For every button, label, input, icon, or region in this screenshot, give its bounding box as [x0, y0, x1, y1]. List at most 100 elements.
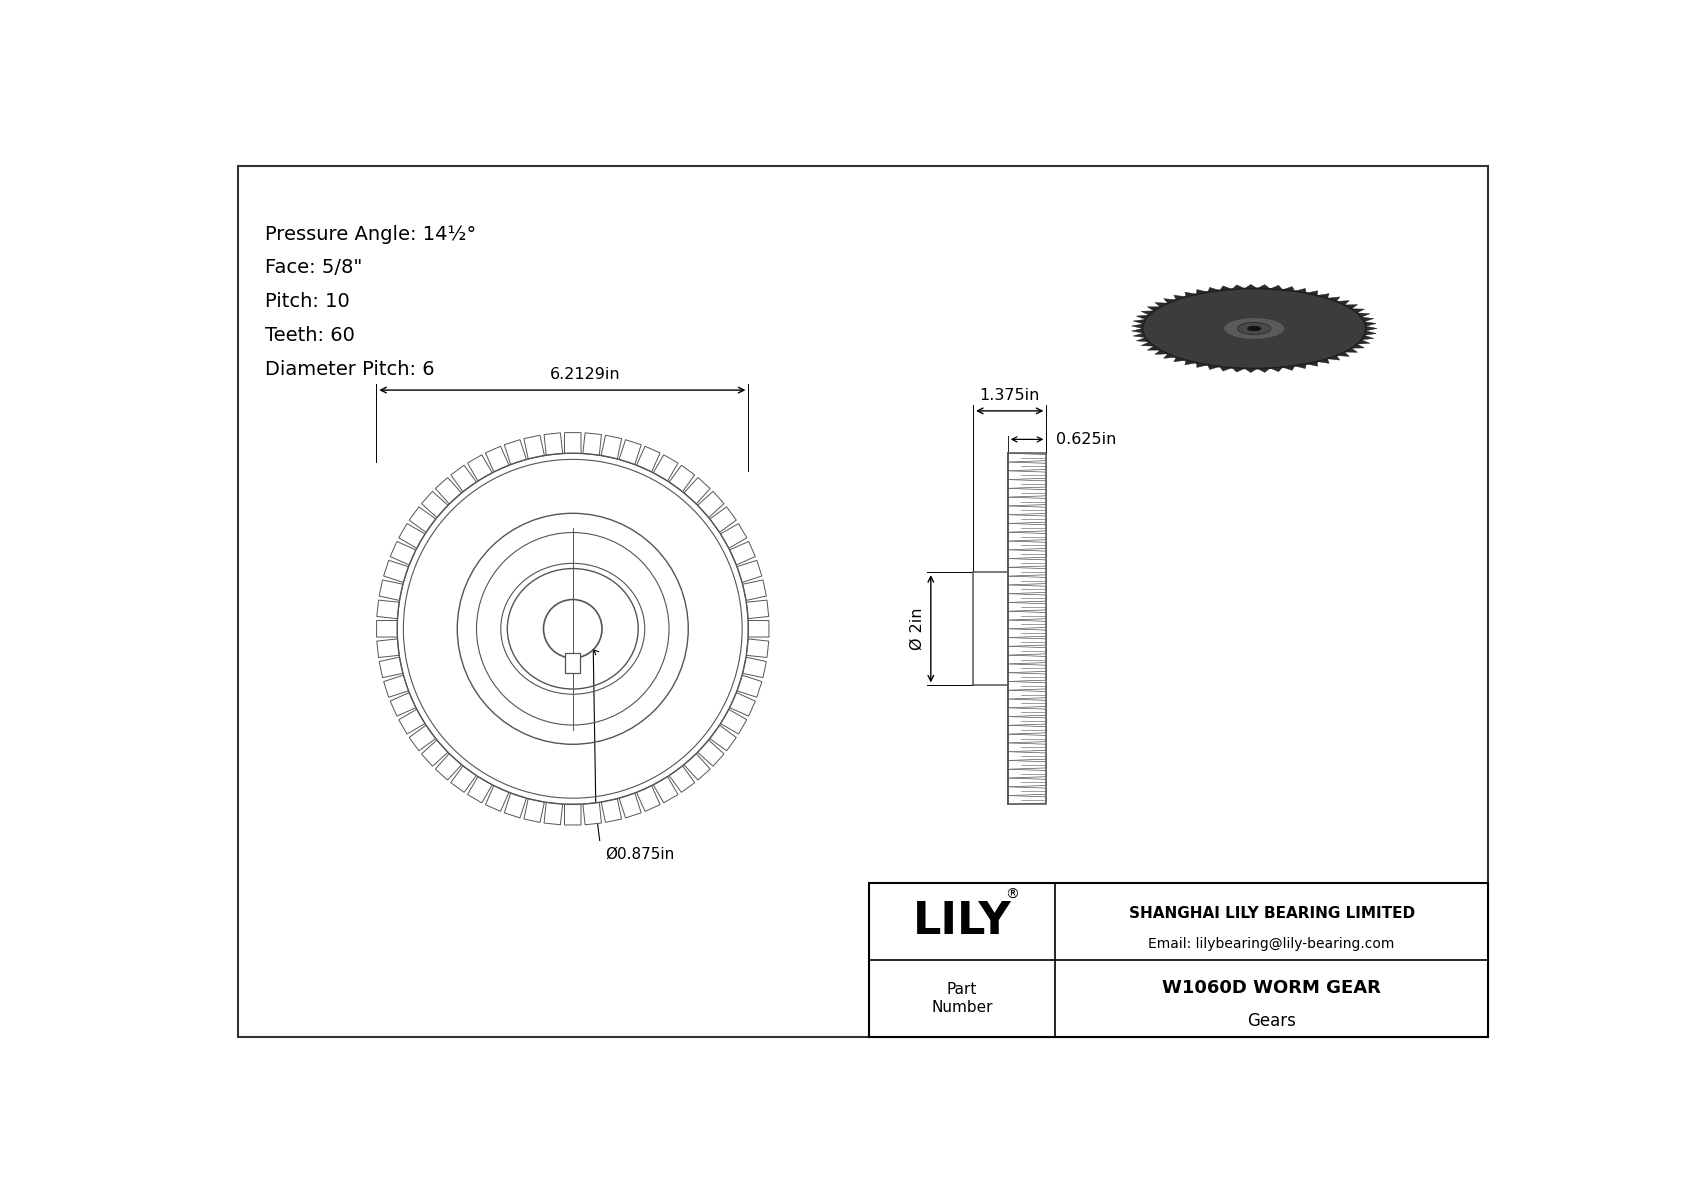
Polygon shape: [637, 786, 660, 811]
Polygon shape: [524, 799, 544, 823]
Polygon shape: [524, 435, 544, 459]
Polygon shape: [1137, 337, 1148, 342]
Polygon shape: [721, 710, 746, 734]
Polygon shape: [729, 542, 756, 565]
Polygon shape: [1270, 286, 1283, 289]
Polygon shape: [1174, 295, 1186, 300]
Polygon shape: [1133, 333, 1145, 337]
Polygon shape: [377, 600, 399, 618]
Polygon shape: [1007, 752, 1046, 761]
Polygon shape: [409, 507, 436, 532]
Text: ®: ®: [1005, 888, 1019, 903]
Polygon shape: [1142, 311, 1154, 316]
Polygon shape: [436, 478, 461, 504]
Polygon shape: [1007, 524, 1046, 532]
Polygon shape: [544, 803, 562, 824]
Polygon shape: [1007, 532, 1046, 541]
Text: Pitch: 10: Pitch: 10: [264, 292, 350, 311]
Polygon shape: [379, 657, 402, 678]
Polygon shape: [1270, 367, 1283, 372]
Polygon shape: [1219, 286, 1233, 291]
Polygon shape: [1007, 734, 1046, 743]
Polygon shape: [1007, 787, 1046, 796]
Polygon shape: [669, 466, 695, 492]
Polygon shape: [1186, 360, 1197, 364]
Polygon shape: [384, 675, 409, 697]
Polygon shape: [1327, 356, 1340, 360]
Polygon shape: [1007, 699, 1046, 707]
Polygon shape: [729, 692, 756, 716]
Polygon shape: [1007, 470, 1046, 480]
Polygon shape: [421, 492, 448, 518]
Polygon shape: [1283, 366, 1295, 370]
Polygon shape: [1233, 285, 1244, 289]
Polygon shape: [1007, 515, 1046, 524]
Polygon shape: [1007, 769, 1046, 778]
Text: Ø0.875in: Ø0.875in: [605, 847, 674, 862]
Text: Pressure Angle: 14½°: Pressure Angle: 14½°: [264, 225, 477, 243]
Polygon shape: [384, 560, 409, 582]
Text: LILY: LILY: [913, 900, 1012, 943]
Polygon shape: [601, 799, 621, 823]
Polygon shape: [451, 466, 477, 492]
Ellipse shape: [1224, 318, 1285, 339]
Polygon shape: [1307, 291, 1317, 295]
Polygon shape: [379, 580, 402, 600]
Text: Gears: Gears: [1248, 1012, 1297, 1030]
Polygon shape: [1007, 796, 1046, 804]
Polygon shape: [1007, 462, 1046, 470]
Polygon shape: [738, 560, 761, 582]
Polygon shape: [601, 435, 621, 459]
Polygon shape: [1361, 336, 1374, 339]
Polygon shape: [721, 524, 746, 548]
Polygon shape: [583, 803, 601, 824]
Polygon shape: [391, 542, 416, 565]
Polygon shape: [1258, 285, 1270, 289]
Polygon shape: [1207, 287, 1219, 292]
Bar: [869, 883, 1489, 1037]
Polygon shape: [1007, 567, 1046, 576]
Polygon shape: [1007, 673, 1046, 681]
Polygon shape: [743, 657, 766, 678]
Polygon shape: [377, 638, 399, 657]
Text: Face: 5/8": Face: 5/8": [264, 258, 362, 278]
Polygon shape: [399, 524, 424, 548]
Polygon shape: [743, 580, 766, 600]
Polygon shape: [1007, 454, 1046, 462]
Polygon shape: [1007, 778, 1046, 787]
Polygon shape: [1147, 347, 1160, 350]
Text: W1060D WORM GEAR: W1060D WORM GEAR: [1162, 979, 1381, 997]
Polygon shape: [564, 432, 581, 454]
Polygon shape: [1007, 593, 1046, 603]
Polygon shape: [564, 804, 581, 825]
Polygon shape: [1155, 350, 1167, 355]
Ellipse shape: [1142, 288, 1366, 368]
Polygon shape: [399, 710, 424, 734]
Polygon shape: [709, 507, 736, 532]
Polygon shape: [1133, 319, 1145, 324]
Polygon shape: [1155, 303, 1167, 307]
Text: 0.625in: 0.625in: [1056, 432, 1116, 447]
Ellipse shape: [1238, 323, 1271, 335]
Polygon shape: [421, 740, 448, 766]
Polygon shape: [697, 492, 724, 518]
Polygon shape: [409, 725, 436, 750]
Text: Part
Number: Part Number: [931, 983, 994, 1015]
Polygon shape: [1295, 364, 1307, 368]
Polygon shape: [1364, 322, 1376, 326]
Text: Ø 2in: Ø 2in: [909, 607, 925, 650]
Polygon shape: [1007, 717, 1046, 725]
Polygon shape: [1007, 576, 1046, 585]
Text: 6.2129in: 6.2129in: [551, 367, 621, 382]
Polygon shape: [1164, 299, 1177, 304]
Polygon shape: [1197, 289, 1207, 294]
Polygon shape: [1295, 288, 1307, 293]
Polygon shape: [1007, 629, 1046, 637]
Polygon shape: [1344, 348, 1357, 353]
Polygon shape: [1307, 362, 1317, 366]
Polygon shape: [637, 447, 660, 472]
Polygon shape: [1007, 480, 1046, 488]
Polygon shape: [1007, 497, 1046, 506]
Polygon shape: [1007, 691, 1046, 699]
Polygon shape: [485, 786, 509, 811]
